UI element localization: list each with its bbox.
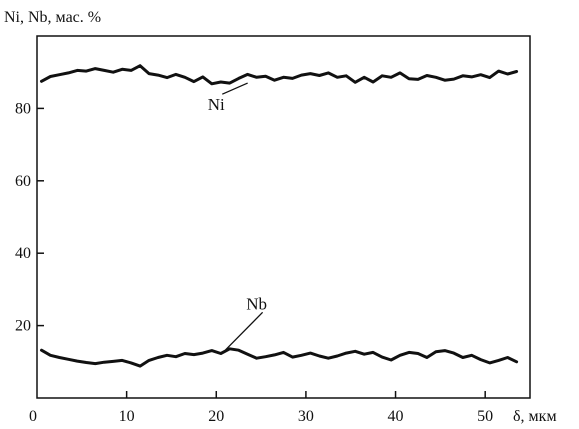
annotation-layer: Ni Nb [208, 82, 267, 351]
y-axis-title: Ni, Nb, мас. % [4, 9, 101, 26]
y-tick-label: 80 [15, 100, 31, 117]
series-label-nb: Nb [246, 294, 267, 313]
y-tick-label: 20 [15, 318, 31, 335]
y-tick-label: 40 [15, 245, 31, 262]
x-tick-label: 10 [119, 408, 135, 425]
series-label-ni: Ni [208, 95, 225, 114]
annotation-leader-ni [222, 82, 248, 95]
annotation-leader-nb [224, 311, 264, 351]
x-tick-label: 20 [208, 408, 224, 425]
x-tick-label: 0 [29, 408, 37, 425]
series-layer [40, 64, 519, 368]
series-line-ni [40, 64, 519, 86]
x-tick-label: 50 [477, 408, 493, 425]
x-tick-label: 30 [298, 408, 314, 425]
series-line-nb [40, 347, 519, 368]
x-tick-label: 40 [388, 408, 404, 425]
y-tick-label: 60 [15, 173, 31, 190]
x-axis-ticks: 0 10 20 30 40 50 [29, 391, 493, 425]
plot-frame [36, 35, 531, 399]
x-axis-title: δ, мкм [513, 408, 557, 425]
y-axis-ticks: 20 40 60 80 [15, 100, 44, 335]
